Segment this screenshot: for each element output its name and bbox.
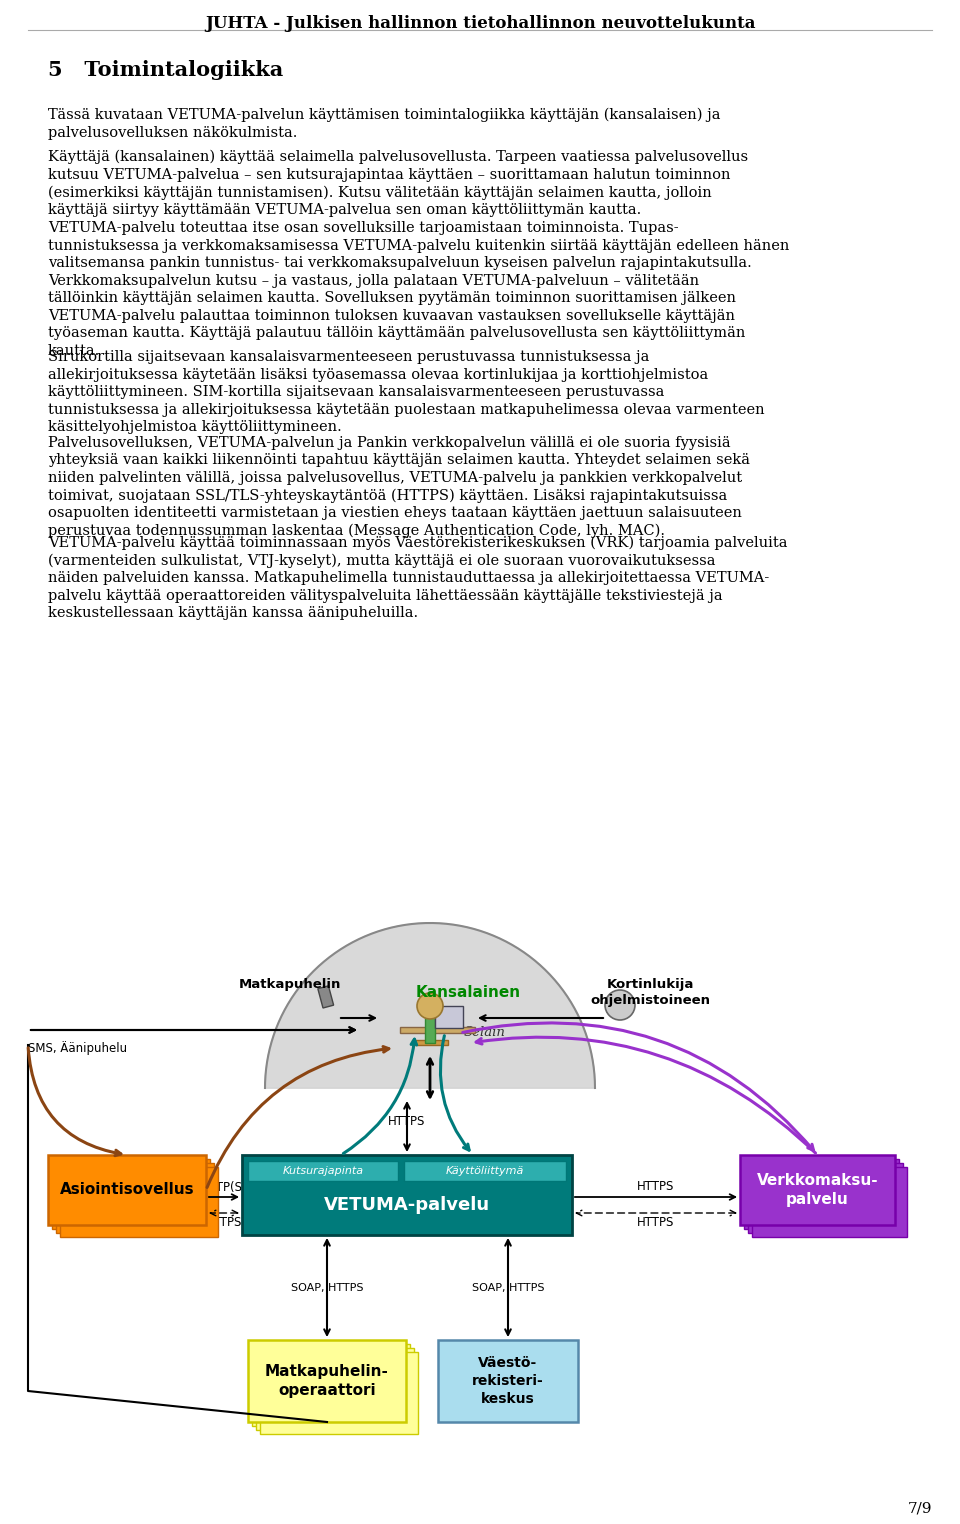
Bar — [252, 1344, 410, 1426]
Text: Kansalainen: Kansalainen — [416, 985, 520, 1000]
Text: Käyttäjä (kansalainen) käyttää selaimella palvelusovellusta. Tarpeen vaatiessa p: Käyttäjä (kansalainen) käyttää selaimell… — [48, 149, 748, 218]
Bar — [60, 1167, 218, 1237]
Bar — [242, 1155, 572, 1234]
Text: Palvelusovelluksen, VETUMA-palvelun ja Pankin verkkopalvelun välillä ei ole suor: Palvelusovelluksen, VETUMA-palvelun ja P… — [48, 436, 750, 538]
Text: VETUMA-palvelu toteuttaa itse osan sovelluksille tarjoamistaan toiminnoista. Tup: VETUMA-palvelu toteuttaa itse osan sovel… — [48, 221, 789, 358]
Text: HTTPS: HTTPS — [388, 1116, 425, 1128]
Text: SMS, Äänipuhelu: SMS, Äänipuhelu — [28, 1041, 127, 1055]
Text: Matkapuhelin-
operaattori: Matkapuhelin- operaattori — [265, 1364, 389, 1399]
Text: HTTP(S): HTTP(S) — [201, 1181, 248, 1193]
Bar — [318, 986, 334, 1007]
Bar — [435, 1006, 463, 1029]
Bar — [740, 1155, 895, 1225]
Text: HTTPS: HTTPS — [637, 1181, 675, 1193]
Polygon shape — [265, 924, 595, 1088]
Bar — [404, 1161, 566, 1181]
Text: Tässä kuvataan VETUMA-palvelun käyttämisen toimintalogiikka käyttäjän (kansalais: Tässä kuvataan VETUMA-palvelun käyttämis… — [48, 108, 721, 140]
Text: SOAP, HTTPS: SOAP, HTTPS — [291, 1283, 363, 1292]
Text: VETUMA-palvelu käyttää toiminnassaan myös Väestörekisterikeskuksen (VRK) tarjoam: VETUMA-palvelu käyttää toiminnassaan myö… — [48, 535, 787, 620]
Bar — [260, 1352, 418, 1434]
Bar — [56, 1163, 214, 1233]
Bar — [248, 1161, 398, 1181]
Bar — [248, 1340, 406, 1422]
Bar — [412, 1039, 448, 1045]
Bar — [256, 1349, 414, 1430]
Text: Käyttöliittymä: Käyttöliittymä — [445, 1166, 524, 1177]
Circle shape — [605, 991, 635, 1020]
Bar — [748, 1163, 903, 1233]
Circle shape — [417, 994, 443, 1020]
Text: VETUMA-palvelu: VETUMA-palvelu — [324, 1196, 490, 1215]
Bar — [425, 1015, 435, 1042]
Text: 7/9: 7/9 — [907, 1501, 932, 1515]
Text: HTTPS: HTTPS — [637, 1216, 675, 1230]
Text: JUHTA - Julkisen hallinnon tietohallinnon neuvottelukunta: JUHTA - Julkisen hallinnon tietohallinno… — [204, 15, 756, 32]
Text: Sirukortilla sijaitsevaan kansalaisvarmenteeseen perustuvassa tunnistuksessa ja
: Sirukortilla sijaitsevaan kansalaisvarme… — [48, 351, 764, 434]
Bar — [52, 1158, 210, 1228]
Text: Asiointisovellus: Asiointisovellus — [60, 1183, 194, 1198]
Bar — [744, 1158, 899, 1228]
Text: SOAP, HTTPS: SOAP, HTTPS — [471, 1283, 544, 1292]
Text: HTTPS: HTTPS — [205, 1216, 243, 1230]
Bar — [400, 1027, 475, 1033]
Text: Kortinlukija
ohjelmistoineen: Kortinlukija ohjelmistoineen — [590, 978, 710, 1007]
Bar — [438, 1340, 578, 1422]
Text: Matkapuhelin: Matkapuhelin — [239, 978, 341, 991]
Text: Verkkomaksu-
palvelu: Verkkomaksu- palvelu — [756, 1172, 878, 1207]
Text: Kutsurajapinta: Kutsurajapinta — [282, 1166, 364, 1177]
Text: Väestö-
rekisteri-
keskus: Väestö- rekisteri- keskus — [472, 1356, 544, 1407]
Bar — [48, 1155, 206, 1225]
Text: Selain: Selain — [464, 1027, 506, 1039]
Bar — [752, 1167, 907, 1237]
Text: 5   Toimintalogiikka: 5 Toimintalogiikka — [48, 59, 283, 79]
